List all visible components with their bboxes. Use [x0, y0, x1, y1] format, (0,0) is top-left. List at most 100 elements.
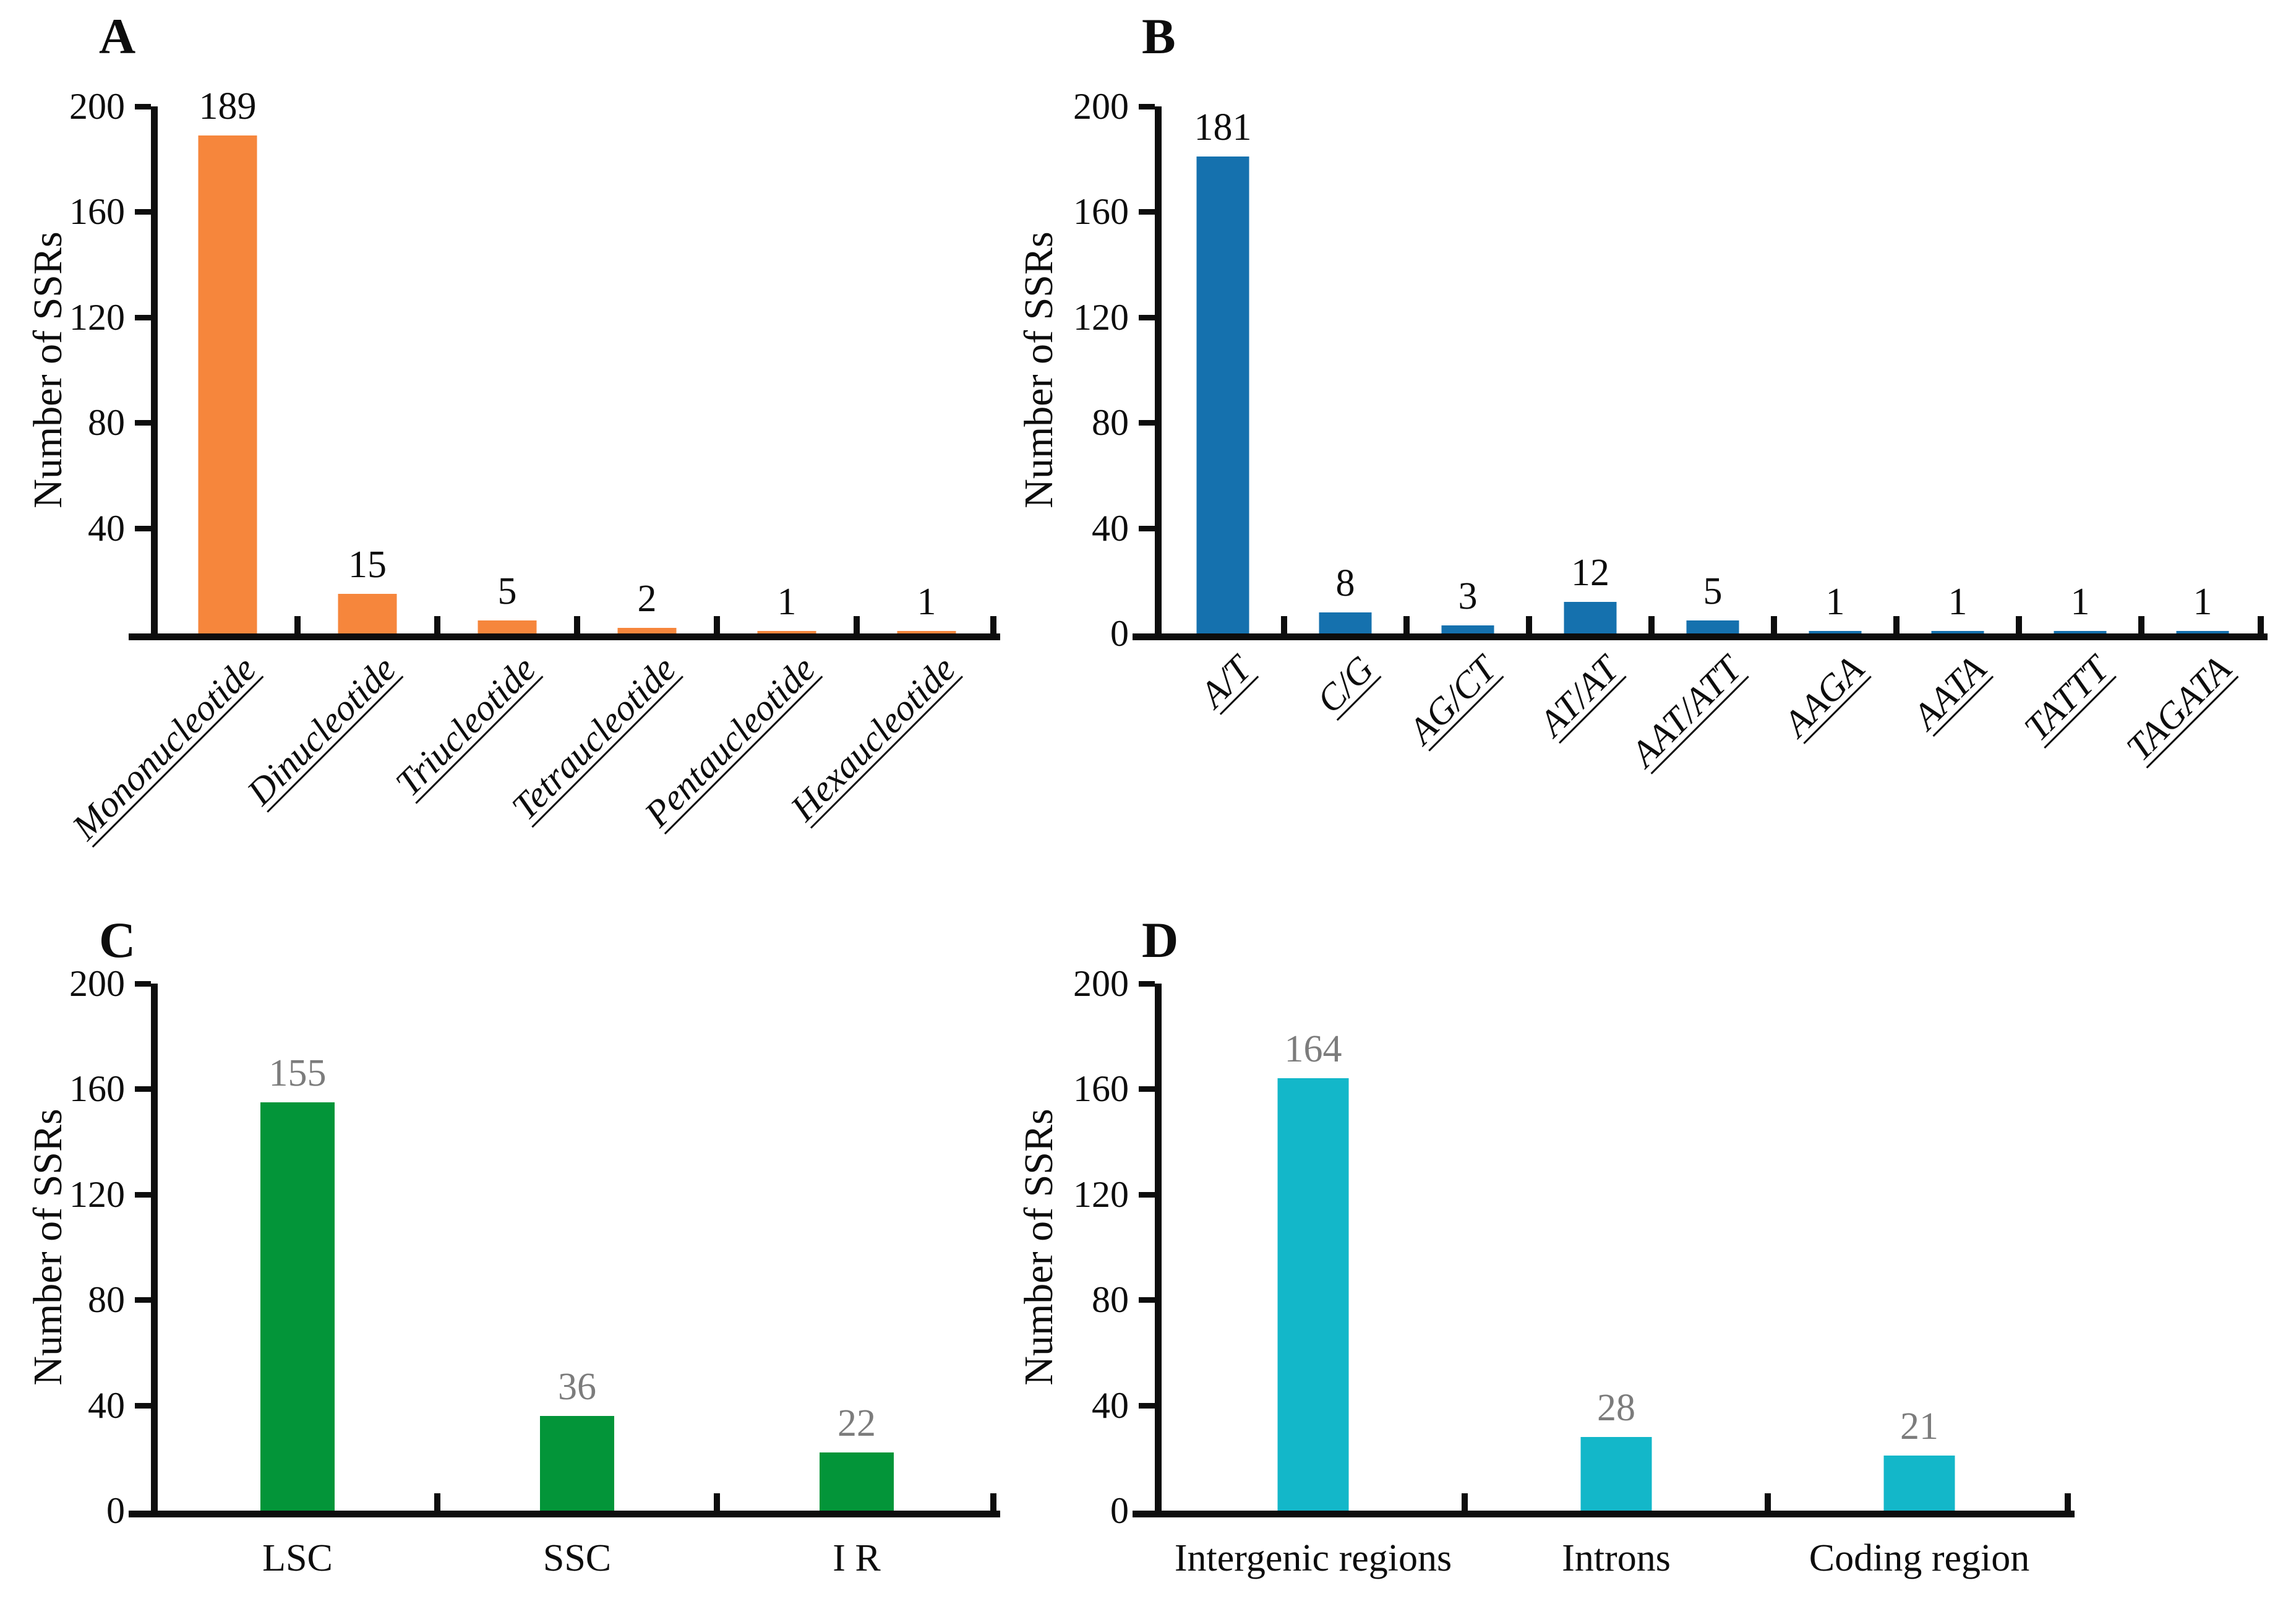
y-axis-line	[151, 984, 158, 1511]
bar-b-9	[2176, 630, 2229, 633]
bar-a-5	[757, 630, 816, 633]
bar-slot: 1 Hexaucleotide	[782, 106, 996, 829]
bar-d-2	[1580, 1436, 1652, 1511]
y-tick-label: 40	[88, 1384, 125, 1426]
bar-value-label: 21	[1900, 1405, 1938, 1448]
x-boundary-tick	[574, 616, 580, 633]
y-tick-label: 40	[1092, 1384, 1129, 1426]
x-tick-label: AAT/ATT	[1622, 648, 1749, 774]
bar-slot: 1 Pentaucleotide	[636, 106, 857, 834]
x-tick-label: AAGA	[1775, 648, 1872, 744]
panel-a: A Number of SSRs 200 160 120 80 40 189 Mononucle…	[0, 0, 1082, 847]
x-axis-line	[129, 1511, 1000, 1517]
y-tick-label: 200	[1073, 963, 1129, 1004]
y-tick	[1139, 314, 1155, 320]
x-axis-line	[129, 633, 1000, 640]
y-tick-label: 80	[88, 1279, 125, 1321]
bar-slot: 1 TAGATA	[2118, 106, 2264, 769]
plot-area-d: 200 160 120 80 40 0 164 Intergenic regions 28 Int…	[1073, 963, 2075, 1577]
bar-value-label: 1	[917, 580, 936, 623]
x-boundary-tick	[990, 1493, 996, 1511]
bar-b-2	[1319, 612, 1372, 633]
y-tick-label: 120	[69, 1173, 125, 1215]
y-tick-label: 200	[69, 963, 125, 1004]
x-axis-line	[1133, 633, 2268, 640]
bar-slot: 12 AT/AT	[1529, 106, 1651, 744]
x-tick-label: LSC	[262, 1537, 333, 1579]
bar-a-3	[478, 620, 537, 633]
bar-c-2	[540, 1415, 614, 1511]
bar-value-label: 189	[199, 85, 257, 127]
plot-area-b: 200 160 120 80 40 0 181 A/T 8 C/G 3 AG/CT 12 AT/AT 5 AA…	[1073, 86, 2268, 774]
bar-slot: 164 Intergenic regions	[1162, 984, 1465, 1577]
x-tick-label: AT/AT	[1531, 648, 1627, 744]
x-boundary-tick	[2258, 616, 2264, 633]
y-tick-label: 160	[69, 191, 125, 233]
bar-value-label: 164	[1284, 1028, 1342, 1071]
y-tick	[135, 420, 151, 426]
x-tick-label: A/T	[1192, 648, 1259, 715]
bar-a-2	[338, 594, 397, 633]
y-axis-line	[151, 106, 158, 633]
y-tick	[135, 1297, 151, 1303]
x-tick-label: AG/CT	[1400, 648, 1504, 752]
bar-value-label: 1	[2193, 580, 2212, 623]
x-tick-label: Triucleotide	[387, 648, 544, 804]
y-tick	[1139, 525, 1155, 531]
bar-b-5	[1686, 620, 1739, 633]
bar-slot: 5 Triucleotide	[388, 106, 577, 804]
y-axis-line	[1155, 984, 1162, 1511]
bar-value-label: 5	[1703, 570, 1723, 612]
bar-c-3	[820, 1452, 894, 1511]
x-tick-label: Intergenic regions	[1174, 1537, 1452, 1579]
bar-slot: 15 Dinucleotide	[239, 106, 437, 813]
y-tick-label: 120	[1073, 296, 1129, 338]
plot-area-c: 200 160 120 80 40 0 155 LSC 36 SSC 22 I R	[69, 963, 1000, 1577]
y-axis-title: Number of SSRs	[25, 231, 71, 508]
y-tick	[135, 1191, 151, 1198]
bar-value-label: 5	[497, 570, 517, 612]
x-boundary-tick	[294, 616, 301, 633]
panel-letter-a: A	[99, 8, 136, 64]
y-tick-label: 40	[88, 507, 125, 549]
bar-value-label: 2	[637, 578, 657, 620]
bar-value-label: 22	[837, 1402, 876, 1445]
x-tick-label: I R	[833, 1537, 881, 1579]
y-tick	[135, 1086, 151, 1092]
y-tick	[1139, 1402, 1155, 1409]
bar-value-label: 28	[1597, 1386, 1635, 1429]
bar-a-4	[617, 628, 677, 633]
x-boundary-tick	[2138, 616, 2144, 633]
x-tick-label: Dinucleotide	[239, 648, 404, 813]
bar-slot: 5 AAT/ATT	[1623, 106, 1774, 774]
x-boundary-tick	[1526, 616, 1532, 633]
y-tick	[135, 1402, 151, 1409]
bar-slot: 36 SSC	[437, 984, 717, 1577]
bar-value-label: 1	[1825, 580, 1845, 623]
bar-d-3	[1883, 1455, 1955, 1511]
x-tick-label: Coding region	[1809, 1537, 2030, 1579]
x-tick-label: C/G	[1309, 648, 1382, 721]
y-axis-title: Number of SSRs	[1016, 1109, 1061, 1386]
bar-slot: 3 AG/CT	[1401, 106, 1529, 752]
bar-slot: 21 Coding region	[1768, 984, 2071, 1577]
y-tick-label: 160	[1073, 1068, 1129, 1110]
y-tick	[1139, 1191, 1155, 1198]
y-tick-label: 40	[1092, 507, 1129, 549]
panel-b: B Number of SSRs 200 160 120 80 40 0 181 A/T 8 C/G 3…	[1016, 0, 2296, 809]
y-tick-label: 0	[106, 1490, 125, 1531]
y-tick	[1139, 209, 1155, 215]
y-tick-label: 120	[69, 296, 125, 338]
y-tick-label: 160	[1073, 191, 1129, 233]
bar-c-1	[260, 1102, 335, 1511]
x-boundary-tick	[1403, 616, 1410, 633]
bar-value-label: 36	[558, 1365, 596, 1408]
x-boundary-tick	[2065, 1493, 2071, 1511]
bar-slot: 155 LSC	[158, 984, 437, 1577]
y-tick	[135, 104, 151, 109]
plot-area-a: 200 160 120 80 40 189 Mononucleotide 15 Dinucleo…	[64, 86, 1000, 847]
y-tick	[1139, 1297, 1155, 1303]
x-boundary-tick	[2016, 616, 2022, 633]
panel-letter-c: C	[99, 912, 136, 968]
